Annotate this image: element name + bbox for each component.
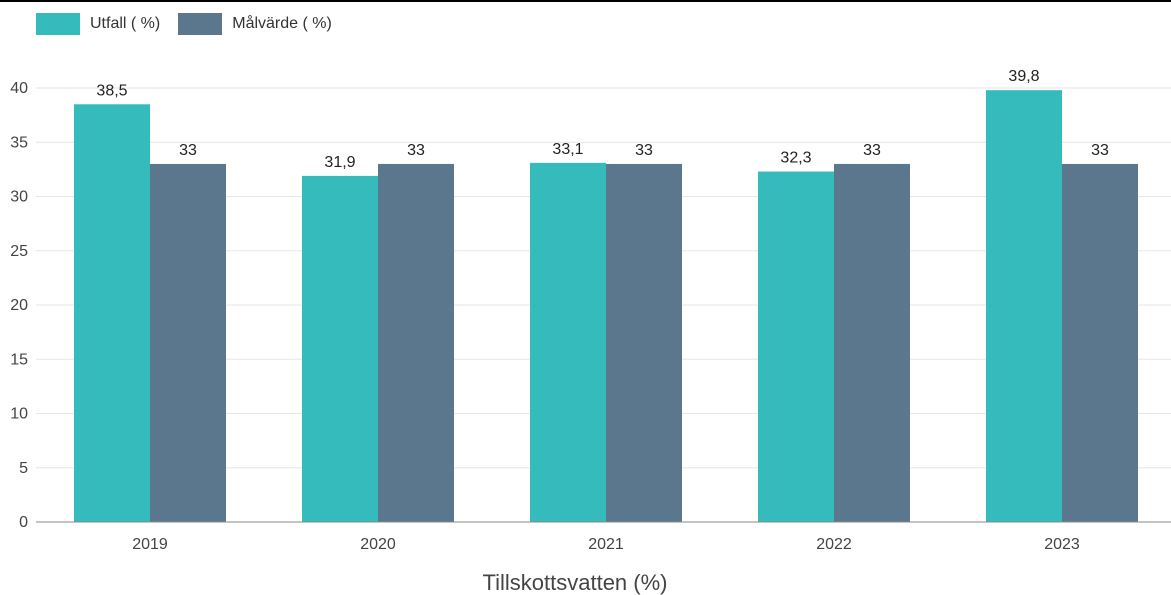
data-label: 33 [1091, 142, 1109, 159]
y-tick-label: 35 [10, 134, 28, 151]
legend-swatch-malvarde [178, 13, 223, 35]
x-axis-ticks: 2019 2020 2021 2022 2023 [132, 536, 1080, 553]
bar-utfall[interactable] [758, 171, 834, 523]
data-label: 38,5 [96, 82, 127, 99]
legend-item-malvarde[interactable]: Målvärde ( %) [178, 13, 332, 35]
data-labels: 38,5 33 31,9 33 33,1 33 32,3 33 39,8 33 [96, 68, 1109, 171]
y-tick-label: 40 [10, 80, 28, 97]
chart-legend: Utfall ( %) Målvärde ( %) [36, 13, 350, 35]
data-label: 33,1 [552, 141, 583, 158]
legend-item-utfall[interactable]: Utfall ( %) [36, 13, 160, 35]
bars [74, 90, 1138, 523]
x-tick-label: 2019 [132, 536, 168, 553]
y-tick-label: 0 [19, 514, 28, 531]
legend-label-utfall: Utfall ( %) [90, 15, 161, 32]
top-border [0, 0, 1171, 2]
bar-utfall[interactable] [986, 90, 1062, 523]
data-label: 33 [179, 142, 197, 159]
bar-malvarde[interactable] [606, 163, 682, 522]
bar-utfall[interactable] [74, 104, 150, 523]
legend-swatch-utfall [36, 13, 80, 35]
y-tick-label: 5 [19, 460, 28, 477]
bar-malvarde[interactable] [1062, 163, 1138, 522]
x-tick-label: 2023 [1044, 536, 1080, 553]
bar-malvarde[interactable] [150, 163, 226, 522]
y-tick-label: 10 [10, 406, 28, 423]
data-label: 33 [635, 142, 653, 159]
x-tick-label: 2021 [588, 536, 624, 553]
y-tick-label: 15 [10, 351, 28, 368]
data-label: 33 [407, 142, 425, 159]
y-tick-label: 30 [10, 189, 28, 206]
data-label: 33 [863, 142, 881, 159]
x-tick-label: 2020 [360, 536, 396, 553]
data-label: 31,9 [324, 154, 355, 171]
y-axis-ticks: 0 5 10 15 20 25 30 35 40 [10, 80, 28, 531]
y-tick-label: 20 [10, 297, 28, 314]
x-axis-title: Tillskottsvatten (%) [482, 570, 667, 595]
legend-label-malvarde: Målvärde ( %) [232, 15, 332, 32]
data-label: 32,3 [780, 150, 811, 167]
bar-utfall[interactable] [530, 162, 606, 523]
bar-utfall[interactable] [302, 175, 378, 522]
data-label: 39,8 [1008, 68, 1039, 85]
x-tick-label: 2022 [816, 536, 852, 553]
bar-malvarde[interactable] [834, 163, 910, 522]
bar-malvarde[interactable] [378, 163, 454, 522]
y-tick-label: 25 [10, 243, 28, 260]
